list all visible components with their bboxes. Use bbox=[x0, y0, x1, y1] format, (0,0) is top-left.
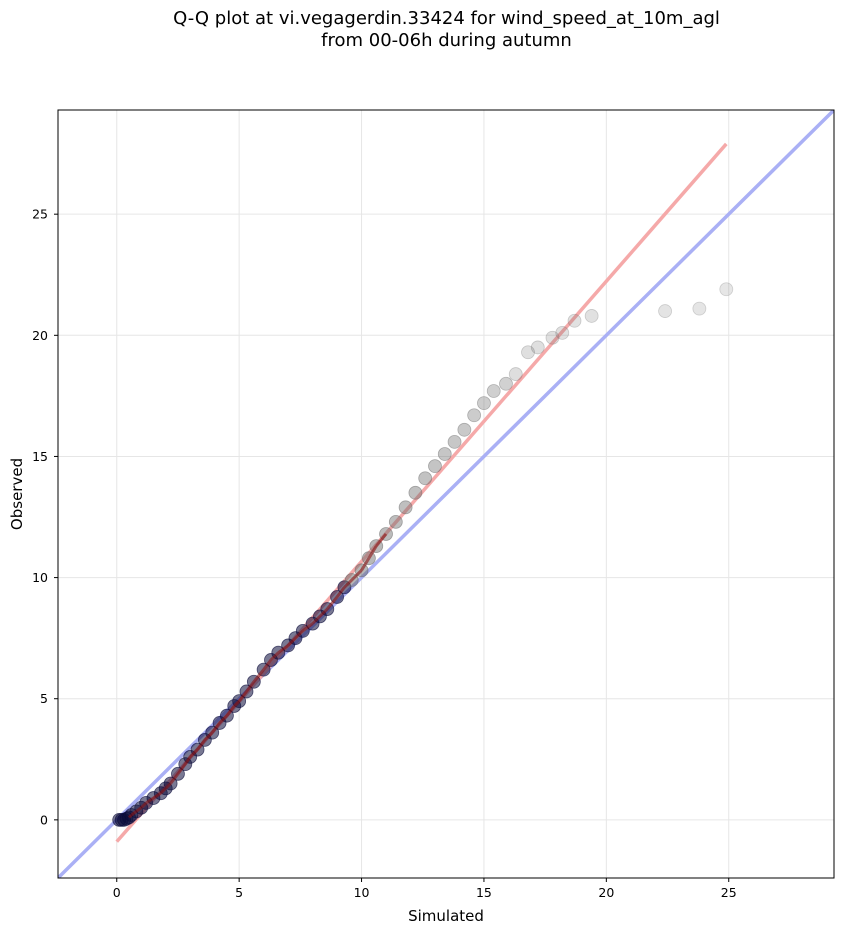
scatter-point bbox=[555, 325, 570, 340]
point-band-highlight bbox=[196, 738, 207, 751]
point-band-highlight bbox=[350, 569, 363, 582]
point-band-highlight bbox=[335, 586, 346, 598]
point-band-highlight bbox=[269, 651, 280, 662]
scatter-point bbox=[447, 435, 462, 449]
plot-frame bbox=[57, 109, 835, 879]
scatter-point bbox=[584, 309, 599, 323]
scatter-point bbox=[499, 376, 513, 391]
scatter-point bbox=[477, 396, 491, 411]
point-band-highlight bbox=[301, 622, 314, 633]
scatter-point bbox=[658, 304, 672, 318]
x-tick-label: 20 bbox=[598, 885, 614, 900]
chart-title-line-2: from 00-06h during autumn bbox=[321, 30, 572, 51]
scatter-point bbox=[521, 345, 535, 360]
point-band-highlight bbox=[367, 545, 378, 559]
scatter-point bbox=[418, 471, 433, 486]
chart-title-line-1: Q-Q plot at vi.vegagerdin.33424 for wind… bbox=[173, 8, 720, 29]
scatter-point bbox=[437, 447, 452, 461]
y-tick-label: 5 bbox=[40, 691, 48, 706]
scatter-point bbox=[486, 384, 501, 398]
point-band-highlight bbox=[127, 813, 133, 819]
scatter-point bbox=[719, 282, 734, 297]
point-band-highlight bbox=[237, 690, 248, 703]
x-tick-label: 0 bbox=[113, 885, 121, 900]
scatter-point bbox=[388, 514, 403, 529]
point-band-highlight bbox=[245, 680, 256, 693]
scatter-point bbox=[567, 313, 582, 328]
point-band-highlight bbox=[140, 801, 148, 809]
y-tick-label: 0 bbox=[40, 812, 48, 827]
x-tick-label: 10 bbox=[354, 885, 370, 900]
y-tick-label: 25 bbox=[32, 207, 48, 222]
scatter-point bbox=[545, 330, 560, 345]
point-band-highlight bbox=[176, 763, 187, 775]
scatter-point bbox=[467, 408, 482, 423]
y-axis-label: Observed bbox=[8, 458, 26, 530]
point-band-highlight bbox=[211, 722, 221, 734]
point-band-highlight bbox=[225, 705, 236, 717]
point-band-highlight bbox=[189, 748, 199, 758]
point-band-highlight bbox=[311, 615, 321, 625]
scatter-point bbox=[530, 340, 545, 355]
x-tick-label: 5 bbox=[235, 885, 243, 900]
grid-lines bbox=[58, 110, 834, 878]
point-band-highlight bbox=[343, 578, 353, 589]
chart-title: Q-Q plot at vi.vegagerdin.33424 for wind… bbox=[0, 8, 843, 52]
point-band-highlight bbox=[294, 629, 304, 640]
point-band-highlight bbox=[326, 596, 339, 611]
point-band-highlight bbox=[375, 533, 388, 548]
scatter-point bbox=[692, 301, 707, 316]
y-tick-label: 15 bbox=[32, 449, 48, 464]
scatter-points bbox=[112, 282, 734, 827]
point-band-highlight bbox=[252, 668, 265, 683]
scatter-point bbox=[457, 422, 472, 437]
point-band-highlight bbox=[233, 700, 241, 708]
point-band-highlight bbox=[152, 791, 162, 800]
x-axis-label: Simulated bbox=[408, 907, 484, 925]
point-band-highlight bbox=[135, 806, 143, 813]
point-band-highlight bbox=[287, 637, 297, 647]
scatter-point bbox=[408, 485, 423, 500]
point-band-highlight bbox=[203, 731, 214, 741]
point-band-highlight bbox=[130, 810, 138, 817]
scatter-point bbox=[508, 367, 523, 381]
y-tick-label: 20 bbox=[32, 328, 48, 343]
x-tick-label: 15 bbox=[476, 885, 492, 900]
x-tick-label: 25 bbox=[721, 885, 737, 900]
y-tick-label: 10 bbox=[32, 570, 48, 585]
point-band-highlight bbox=[360, 557, 371, 572]
scatter-point bbox=[398, 500, 413, 515]
point-band-highlight bbox=[262, 659, 273, 671]
point-band-highlight bbox=[218, 714, 228, 725]
identity-line bbox=[58, 110, 834, 878]
axis-ticks: 0 5 10 15 20 25 0 5 10 15 20 25 bbox=[32, 207, 737, 900]
point-band-highlight bbox=[277, 644, 290, 654]
point-band-highlight bbox=[164, 782, 172, 790]
point-band-highlight bbox=[145, 796, 155, 805]
scatter-point bbox=[428, 459, 442, 474]
point-band-highlight bbox=[159, 787, 167, 795]
point-band-highlight bbox=[169, 772, 180, 785]
point-band-highlight bbox=[184, 756, 192, 765]
point-band-highlight bbox=[318, 608, 329, 618]
